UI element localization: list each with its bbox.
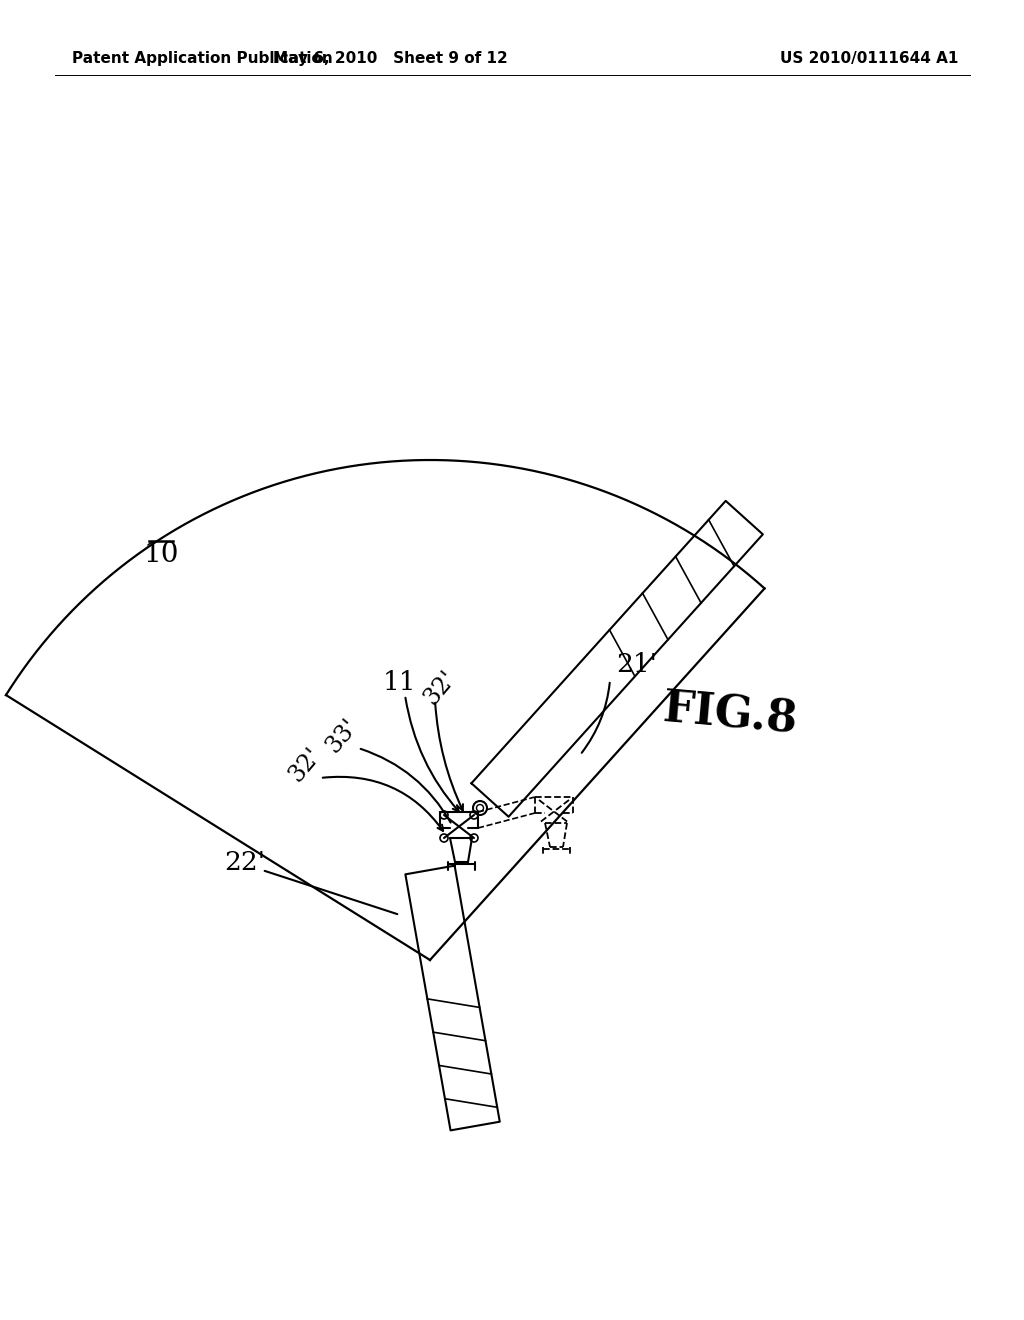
Text: US 2010/0111644 A1: US 2010/0111644 A1 [780, 50, 958, 66]
Text: 33': 33' [322, 714, 362, 758]
Text: 11: 11 [383, 671, 417, 696]
Text: 32': 32' [420, 667, 461, 709]
Text: 21': 21' [616, 652, 656, 677]
Text: 32': 32' [285, 743, 326, 787]
Text: FIG.8: FIG.8 [660, 688, 800, 742]
Text: 22': 22' [224, 850, 265, 874]
Text: Patent Application Publication: Patent Application Publication [72, 50, 333, 66]
Text: 10: 10 [143, 541, 179, 569]
Text: May 6, 2010   Sheet 9 of 12: May 6, 2010 Sheet 9 of 12 [272, 50, 507, 66]
